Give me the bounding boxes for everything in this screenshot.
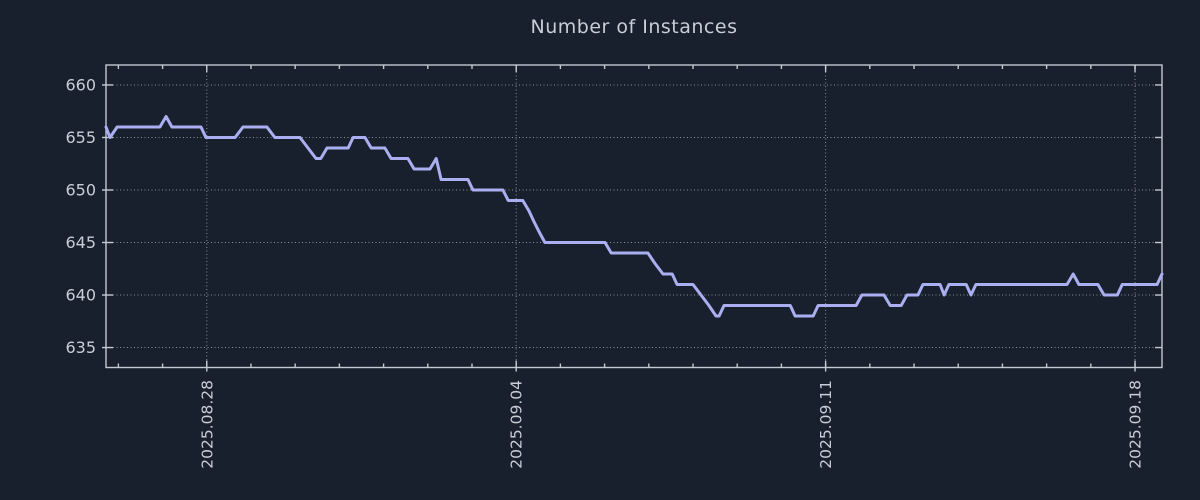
series-line [104, 115, 1164, 318]
plot-border [105, 64, 1163, 369]
x-tick-label: 2025.09.04 [508, 380, 526, 469]
chart-title: Number of Instances [530, 16, 738, 38]
x-tick-label: 2025.09.11 [817, 380, 835, 469]
y-tick-label: 645 [65, 233, 96, 252]
y-tick-label: 655 [65, 128, 96, 147]
y-tick-label: 635 [65, 338, 96, 357]
y-tick-label: 640 [65, 286, 96, 305]
y-tick-label: 660 [65, 75, 96, 94]
x-tick-label: 2025.09.18 [1127, 380, 1145, 469]
y-tick-label: 650 [65, 180, 96, 199]
x-tick-label: 2025.08.28 [198, 380, 216, 469]
